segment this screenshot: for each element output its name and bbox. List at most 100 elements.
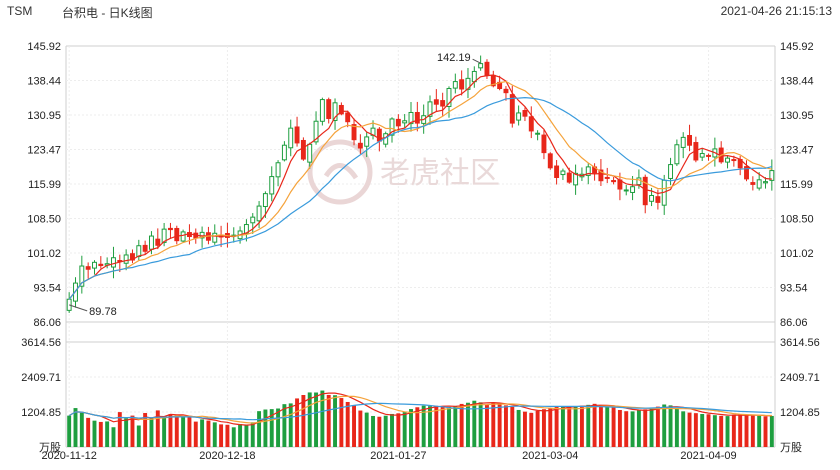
- price-tick-label-left: 130.95: [27, 110, 61, 122]
- candle-body: [440, 100, 446, 107]
- candle-body: [155, 238, 161, 246]
- candle-body: [262, 193, 268, 208]
- volume-tick-label-right: 2409.71: [780, 372, 820, 384]
- volume-bar: [238, 424, 243, 447]
- candle-body: [332, 102, 338, 121]
- volume-bar: [187, 416, 192, 447]
- candle-body: [623, 189, 629, 192]
- volume-bar: [288, 403, 293, 447]
- volume-bar: [750, 415, 755, 447]
- candle-body: [148, 235, 154, 250]
- candle-body: [706, 154, 711, 157]
- watermark-text: 老虎社区: [380, 156, 500, 191]
- watermark-logo-icon: [307, 139, 373, 205]
- price-tick-label-right: 86.06: [780, 317, 808, 329]
- volume-bar: [206, 420, 211, 447]
- volume-bar: [738, 414, 743, 447]
- candle-body: [338, 104, 344, 115]
- candle-body: [351, 124, 357, 141]
- chart-header: TSM 台积电 - 日K线图 2021-04-26 21:15:13: [0, 0, 840, 24]
- volume-bar: [320, 390, 325, 447]
- volume-bar: [371, 415, 375, 447]
- volume-bar: [143, 413, 148, 447]
- candle-body: [756, 179, 762, 189]
- volume-bar: [485, 404, 489, 447]
- volume-bar: [769, 415, 774, 447]
- price-tick-label-right: 138.44: [780, 76, 814, 88]
- candle-body: [459, 79, 465, 90]
- candle-body: [294, 126, 300, 144]
- volume-bar: [567, 406, 572, 447]
- candle-body: [79, 265, 85, 287]
- candle-body: [250, 216, 256, 224]
- volume-bar: [560, 406, 565, 447]
- ma-short-line: [68, 74, 772, 300]
- volume-bar: [624, 411, 629, 447]
- volume-bar: [744, 415, 749, 447]
- volume-bar: [592, 403, 597, 447]
- candle-body: [92, 261, 97, 269]
- volume-tick-label-right: 1204.85: [780, 407, 820, 419]
- volume-tick-label-right: 3614.56: [780, 337, 820, 349]
- volume-bar: [535, 410, 540, 447]
- date-label: 2021-03-04: [522, 450, 578, 462]
- volume-bar: [257, 411, 262, 447]
- volume-bar: [155, 410, 160, 447]
- candle-body: [630, 186, 636, 193]
- candle-body: [319, 99, 325, 122]
- candle-body: [560, 170, 566, 176]
- volume-bar: [162, 416, 167, 447]
- volume-bar: [231, 427, 236, 447]
- volume-bar: [377, 416, 382, 447]
- volume-bar: [415, 407, 420, 447]
- volume-bar: [307, 392, 312, 447]
- volume-tick-label-left: 1204.85: [21, 407, 61, 419]
- candle-body: [484, 61, 490, 77]
- volume-bar: [516, 409, 521, 447]
- volume-bar: [181, 417, 186, 447]
- volume-bar: [263, 409, 268, 447]
- volume-bar: [674, 408, 679, 447]
- candle-body: [598, 169, 604, 182]
- volume-bar: [326, 394, 331, 447]
- volume-bar: [73, 408, 78, 447]
- candles: [66, 55, 775, 313]
- candle-body: [636, 177, 642, 186]
- candle-body: [167, 227, 173, 231]
- volume-bar: [67, 415, 72, 447]
- volume-bar: [472, 400, 477, 447]
- candle-body: [161, 228, 167, 243]
- date-label: 2021-01-27: [370, 450, 426, 462]
- candle-body: [174, 227, 180, 242]
- candle-body: [98, 263, 104, 267]
- date-label: 2021-04-09: [680, 450, 736, 462]
- candle-body: [769, 170, 775, 181]
- candle-body: [566, 172, 572, 183]
- candle-body: [554, 165, 560, 178]
- price-tick-label-right: 123.47: [780, 145, 814, 157]
- candle-body: [573, 172, 579, 186]
- volume-bar: [117, 412, 122, 447]
- volume-bar: [617, 409, 622, 447]
- watermark-logo-stroke: [323, 163, 359, 180]
- candle-body: [611, 180, 617, 183]
- price-tick-label-right: 130.95: [780, 110, 814, 122]
- candle-body: [731, 159, 737, 162]
- candle-body: [725, 157, 730, 163]
- candle-body: [307, 143, 313, 163]
- price-tick-label-right: 101.02: [780, 248, 814, 260]
- volume-bar: [681, 411, 686, 447]
- ma-long-line: [68, 96, 772, 300]
- candle-body: [509, 94, 515, 124]
- candle-body: [364, 136, 370, 147]
- volume-bar: [763, 416, 768, 447]
- volume-bar: [712, 415, 717, 447]
- candle-body: [687, 135, 693, 146]
- date-label: 2020-11-12: [41, 450, 96, 462]
- candle-body: [604, 176, 610, 179]
- volume-bar: [598, 405, 603, 447]
- candle-body: [275, 162, 281, 178]
- volume-bar: [105, 421, 110, 447]
- volume-ma-short-line: [68, 392, 772, 426]
